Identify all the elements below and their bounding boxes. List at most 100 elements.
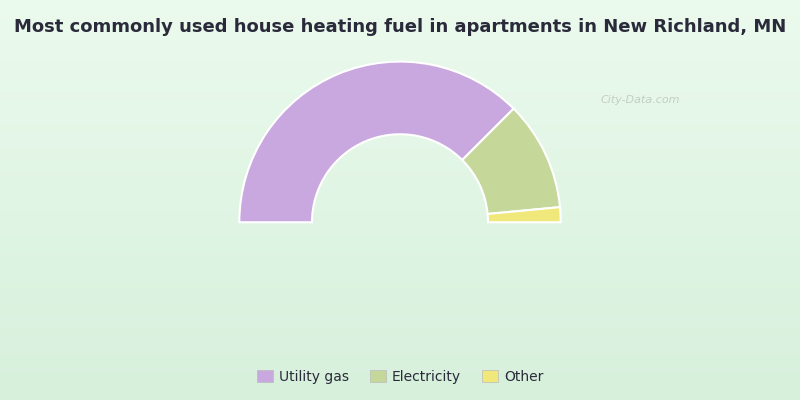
Bar — [0, 308, 800, 309]
Bar — [0, 99, 800, 100]
Bar — [0, 336, 800, 337]
Bar — [0, 113, 800, 115]
Bar — [0, 397, 800, 399]
Bar — [0, 211, 800, 212]
Bar — [0, 15, 800, 16]
Bar — [0, 396, 800, 397]
Bar — [0, 93, 800, 95]
Bar — [0, 283, 800, 284]
Bar — [0, 1, 800, 3]
Bar — [0, 77, 800, 79]
Bar — [0, 292, 800, 293]
Bar — [0, 184, 800, 185]
Bar — [0, 85, 800, 87]
Bar — [0, 7, 800, 8]
Bar — [0, 68, 800, 69]
Wedge shape — [462, 109, 560, 214]
Bar — [0, 249, 800, 251]
Bar — [0, 208, 800, 209]
Bar — [0, 13, 800, 15]
Bar — [0, 228, 800, 229]
Bar — [0, 157, 800, 159]
Bar — [0, 339, 800, 340]
Bar — [0, 89, 800, 91]
Bar — [0, 111, 800, 112]
Bar — [0, 108, 800, 109]
Bar — [0, 201, 800, 203]
Bar — [0, 355, 800, 356]
Bar — [0, 8, 800, 9]
Bar — [0, 264, 800, 265]
Bar — [0, 320, 800, 321]
Bar — [0, 349, 800, 351]
Bar — [0, 0, 800, 1]
Bar — [0, 311, 800, 312]
Bar — [0, 325, 800, 327]
Bar — [0, 375, 800, 376]
Bar — [0, 120, 800, 121]
Bar — [0, 11, 800, 12]
Bar — [0, 91, 800, 92]
Bar — [0, 183, 800, 184]
Bar — [0, 312, 800, 313]
Bar — [0, 131, 800, 132]
Wedge shape — [488, 207, 561, 222]
Bar — [0, 199, 800, 200]
Bar — [0, 117, 800, 119]
Bar — [0, 329, 800, 331]
Bar — [0, 269, 800, 271]
Bar — [0, 236, 800, 237]
Bar — [0, 20, 800, 21]
Bar — [0, 119, 800, 120]
Bar — [0, 97, 800, 99]
Bar — [0, 171, 800, 172]
Bar — [0, 248, 800, 249]
Bar — [0, 383, 800, 384]
Bar — [0, 341, 800, 343]
Bar — [0, 181, 800, 183]
Bar — [0, 32, 800, 33]
Legend: Utility gas, Electricity, Other: Utility gas, Electricity, Other — [251, 364, 549, 390]
Bar — [0, 229, 800, 231]
Bar — [0, 244, 800, 245]
Bar — [0, 165, 800, 167]
Bar — [0, 391, 800, 392]
Bar — [0, 5, 800, 7]
Bar — [0, 128, 800, 129]
Bar — [0, 279, 800, 280]
Bar — [0, 213, 800, 215]
Bar — [0, 100, 800, 101]
Bar — [0, 373, 800, 375]
Bar — [0, 173, 800, 175]
Bar — [0, 185, 800, 187]
Bar — [0, 347, 800, 348]
Bar — [0, 387, 800, 388]
Bar — [0, 333, 800, 335]
Bar — [0, 177, 800, 179]
Bar — [0, 96, 800, 97]
Bar — [0, 36, 800, 37]
Bar — [0, 107, 800, 108]
Bar — [0, 64, 800, 65]
Bar — [0, 261, 800, 263]
Bar — [0, 69, 800, 71]
Bar — [0, 29, 800, 31]
Bar — [0, 299, 800, 300]
Bar — [0, 212, 800, 213]
Bar — [0, 112, 800, 113]
Bar — [0, 307, 800, 308]
Bar — [0, 251, 800, 252]
Bar — [0, 56, 800, 57]
Bar — [0, 25, 800, 27]
Bar — [0, 277, 800, 279]
Bar — [0, 19, 800, 20]
Bar — [0, 385, 800, 387]
Bar — [0, 265, 800, 267]
Bar — [0, 284, 800, 285]
Bar — [0, 315, 800, 316]
Bar — [0, 40, 800, 41]
Bar — [0, 388, 800, 389]
Bar — [0, 147, 800, 148]
Bar — [0, 92, 800, 93]
Bar — [0, 389, 800, 391]
